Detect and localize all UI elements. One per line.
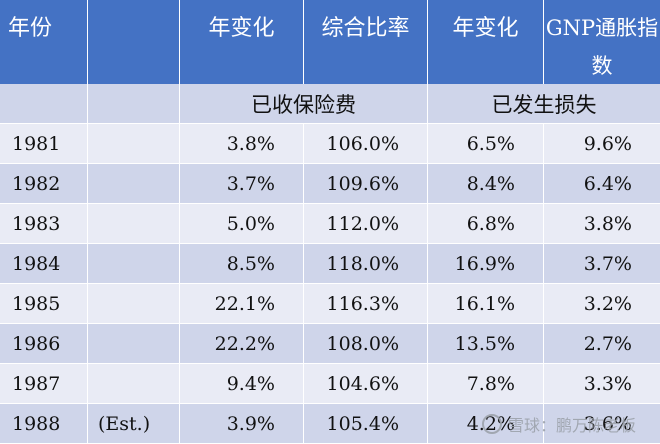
- cell-year: 1988: [0, 404, 88, 443]
- cell-combined-ratio: 105.4%: [304, 404, 428, 443]
- table-row: 1986 22.2% 108.0% 13.5% 2.7%: [0, 324, 660, 364]
- table-row: 1987 9.4% 104.6% 7.8% 3.3%: [0, 364, 660, 404]
- table-row: 1982 3.7% 109.6% 8.4% 6.4%: [0, 164, 660, 204]
- cell-combined-ratio: 112.0%: [304, 204, 428, 243]
- cell-note: [88, 204, 180, 243]
- cell-note: [88, 284, 180, 323]
- cell-combined-ratio: 116.3%: [304, 284, 428, 323]
- table-row: 1988 (Est.) 3.9% 105.4% 4.2% 3.6%: [0, 404, 660, 444]
- cell-combined-ratio: 106.0%: [304, 124, 428, 163]
- cell-gnp-inflation: 3.7%: [583, 252, 632, 275]
- cell-gnp-inflation: 9.6%: [583, 132, 632, 155]
- cell-year: 1982: [0, 164, 88, 203]
- cell-note: [88, 244, 180, 283]
- snowball-logo-icon: [481, 414, 502, 434]
- cell-note: [88, 164, 180, 203]
- subheader-empty-2: [88, 84, 180, 123]
- cell-note: [88, 364, 180, 403]
- cell-note: [88, 124, 180, 163]
- header-loss-change: 年变化: [428, 0, 544, 84]
- cell-year: 1987: [0, 364, 88, 403]
- cell-note: [88, 324, 180, 363]
- watermark-text: 雪球：鹏万陈老板: [507, 416, 636, 435]
- cell-gnp-inflation: 3.6%: [583, 412, 632, 435]
- table-row: 1981 3.8% 106.0% 6.5% 9.6%: [0, 124, 660, 164]
- cell-premium-change: 3.7%: [180, 164, 304, 203]
- table-header-row: 年份 年变化 综合比率 年变化 GNP通胀指 数: [0, 0, 660, 84]
- table-row: 1984 8.5% 118.0% 16.9% 3.7%: [0, 244, 660, 284]
- table-row: 1983 5.0% 112.0% 6.8% 3.8%: [0, 204, 660, 244]
- cell-premium-change: 3.9%: [180, 404, 304, 443]
- cell-year: 1986: [0, 324, 88, 363]
- header-blank: [88, 0, 180, 84]
- cell-loss-change: 7.8%: [428, 364, 544, 403]
- cell-year: 1984: [0, 244, 88, 283]
- cell-premium-change: 8.5%: [180, 244, 304, 283]
- cell-premium-change: 5.0%: [180, 204, 304, 243]
- cell-gnp-inflation: 2.7%: [583, 332, 632, 355]
- cell-combined-ratio: 104.6%: [304, 364, 428, 403]
- cell-premium-change: 3.8%: [180, 124, 304, 163]
- cell-gnp-inflation: 3.2%: [583, 292, 632, 315]
- cell-loss-change: 16.1%: [428, 284, 544, 323]
- header-gnp-line2: 数: [591, 54, 613, 78]
- cell-premium-change: 22.1%: [180, 284, 304, 323]
- subheader-losses: 已发生损失: [491, 92, 597, 117]
- table-row: 1985 22.1% 116.3% 16.1% 3.2%: [0, 284, 660, 324]
- subheader-premiums: 已收保险费: [180, 84, 428, 123]
- cell-loss-change: 6.8%: [428, 204, 544, 243]
- cell-combined-ratio: 109.6%: [304, 164, 428, 203]
- cell-combined-ratio: 118.0%: [304, 244, 428, 283]
- header-year: 年份: [0, 0, 88, 84]
- cell-loss-change: 13.5%: [428, 324, 544, 363]
- table-subheader-row: 已收保险费 已发生损失: [0, 84, 660, 124]
- cell-year: 1981: [0, 124, 88, 163]
- cell-gnp-inflation: 3.3%: [583, 372, 632, 395]
- watermark: 雪球：鹏万陈老板: [481, 412, 636, 436]
- header-combined-ratio: 综合比率: [304, 0, 428, 84]
- cell-loss-change: 8.4%: [428, 164, 544, 203]
- cell-combined-ratio: 108.0%: [304, 324, 428, 363]
- cell-year: 1985: [0, 284, 88, 323]
- cell-loss-change: 6.5%: [428, 124, 544, 163]
- header-gnp-inflation: GNP通胀指 数: [544, 0, 660, 84]
- cell-premium-change: 22.2%: [180, 324, 304, 363]
- cell-premium-change: 9.4%: [180, 364, 304, 403]
- header-gnp-line1: GNP通胀指: [545, 16, 659, 40]
- cell-gnp-inflation: 6.4%: [583, 172, 632, 195]
- header-premium-change: 年变化: [180, 0, 304, 84]
- cell-year: 1983: [0, 204, 88, 243]
- cell-note: (Est.): [88, 404, 180, 443]
- cell-loss-change: 16.9%: [428, 244, 544, 283]
- subheader-empty-1: [0, 84, 88, 123]
- cell-gnp-inflation: 3.8%: [583, 212, 632, 235]
